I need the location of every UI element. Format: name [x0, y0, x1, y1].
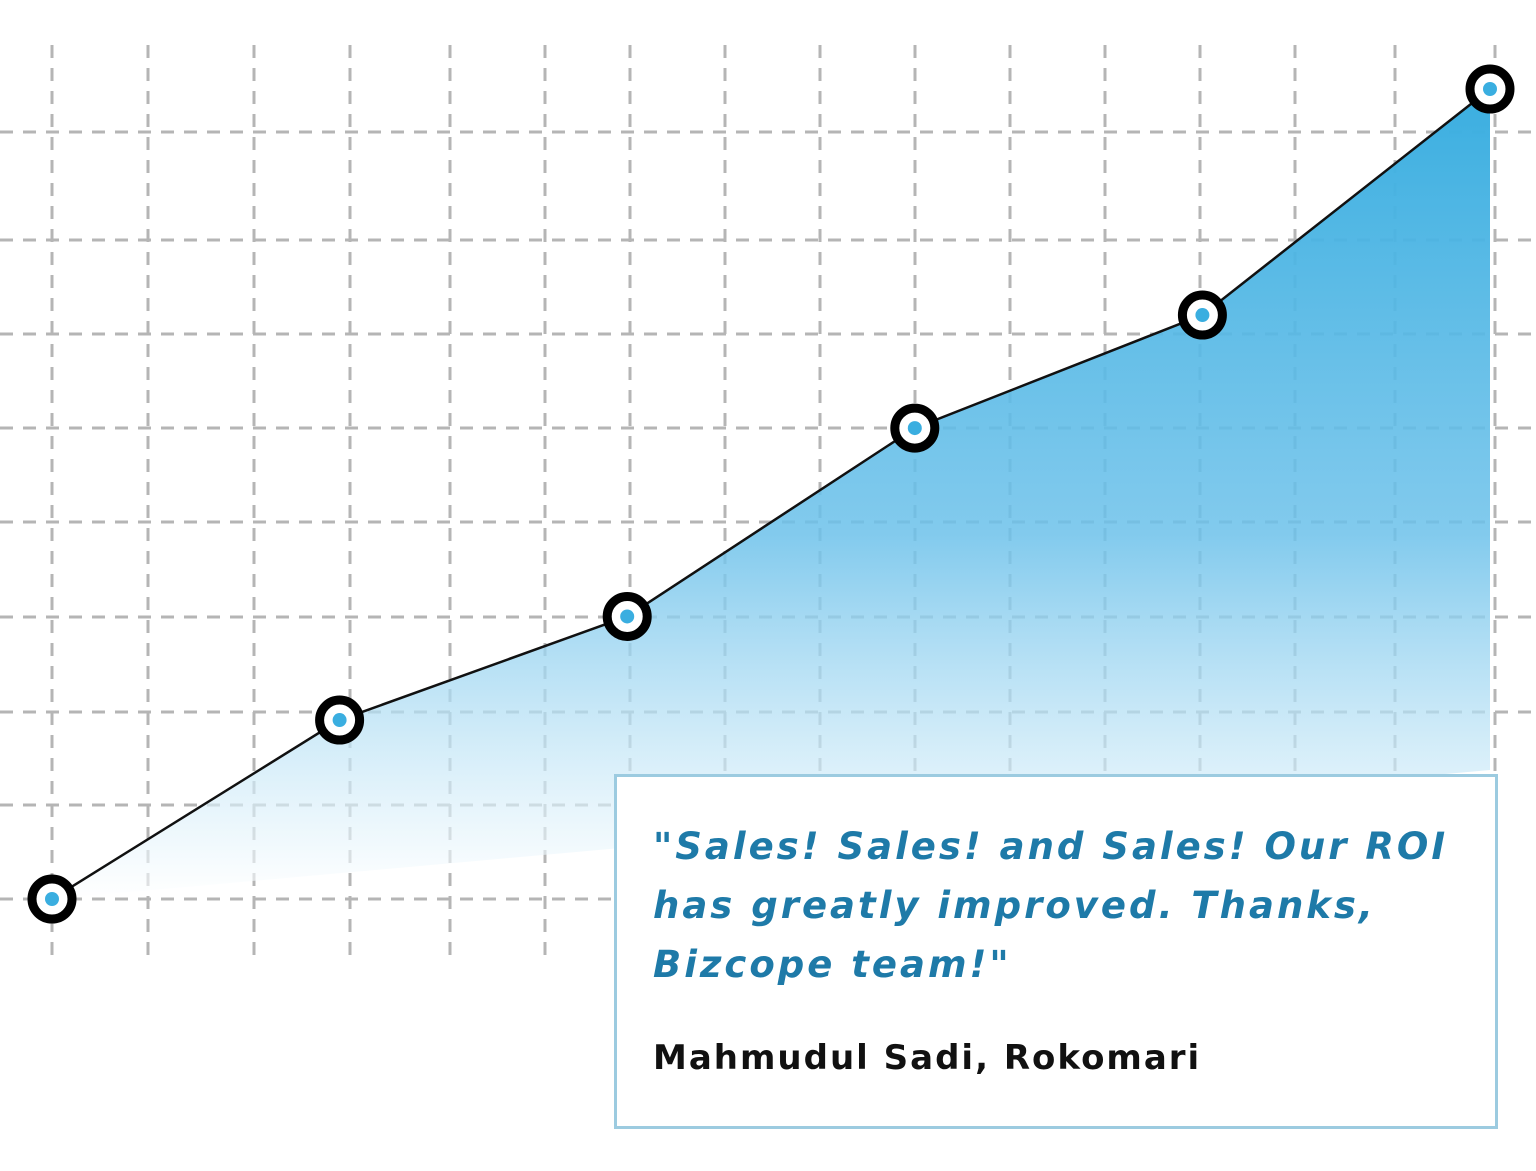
data-point-center	[907, 421, 922, 436]
data-point-center	[332, 713, 347, 728]
data-point-center	[1483, 82, 1497, 96]
data-point-center	[620, 609, 635, 624]
series-line	[51, 88, 1491, 901]
data-point-5	[1465, 64, 1515, 114]
data-point-4	[1177, 290, 1227, 340]
data-point-2	[602, 591, 652, 641]
data-point-3	[890, 403, 940, 453]
testimonial-card: "Sales! Sales! and Sales! Our ROI has gr…	[614, 774, 1498, 1129]
data-point-0	[27, 874, 77, 924]
testimonial-quote: "Sales! Sales! and Sales! Our ROI has gr…	[653, 825, 1449, 986]
data-points	[27, 64, 1515, 924]
data-point-center	[1195, 308, 1210, 323]
testimonial-author: Mahmudul Sadi, Rokomari	[653, 1038, 1202, 1078]
area-fill	[52, 89, 1490, 899]
data-point-1	[315, 695, 365, 745]
data-point-center	[45, 892, 59, 906]
